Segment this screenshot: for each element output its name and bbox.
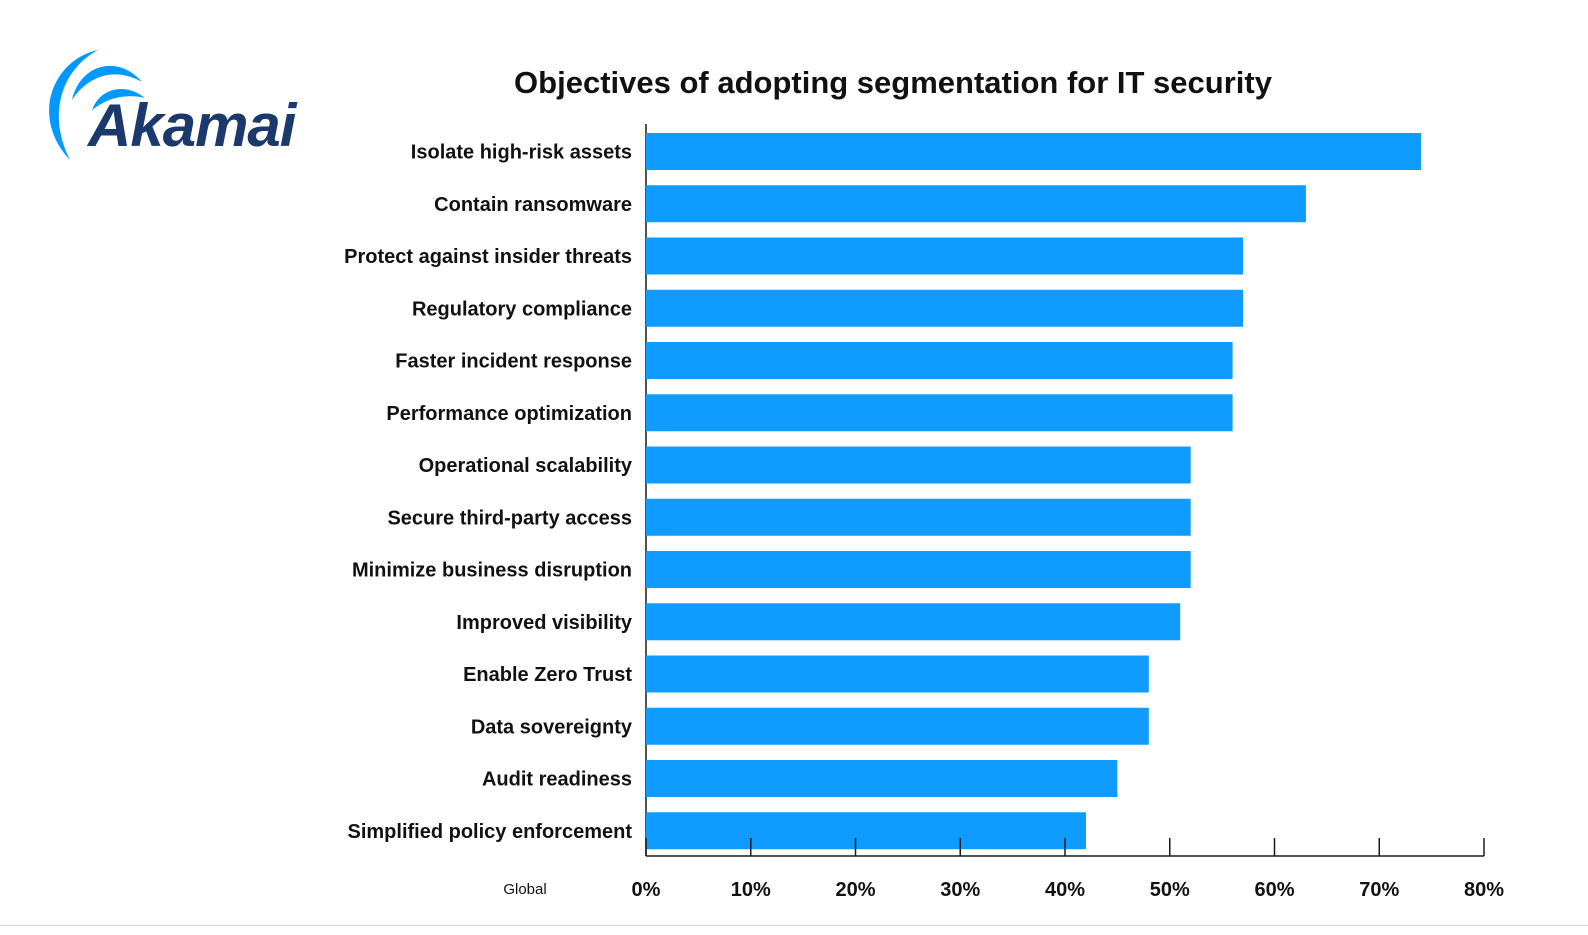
bars-layer	[646, 133, 1422, 850]
bar-isolate-high-risk-assets	[646, 133, 1422, 170]
x-tick-label-40: 40%	[1045, 879, 1085, 901]
akamai-logo: Akamai	[49, 50, 299, 160]
x-tick-label-60: 60%	[1254, 879, 1294, 901]
bar-minimize-business-disruption	[646, 551, 1191, 588]
category-label-minimize-business-disruption: Minimize business disruption	[352, 560, 632, 582]
x-tick-label-20: 20%	[835, 879, 875, 901]
bar-contain-ransomware	[646, 185, 1306, 223]
logo-swoosh-outer	[49, 50, 98, 160]
category-label-operational-scalability: Operational scalability	[419, 455, 633, 477]
x-tick-label-70: 70%	[1359, 879, 1399, 901]
category-label-isolate-high-risk-assets: Isolate high-risk assets	[411, 142, 632, 164]
x-tick-label-30: 30%	[940, 879, 980, 901]
bar-protect-against-insider-threats	[646, 237, 1244, 275]
logo-swoosh-middle	[72, 65, 142, 100]
bar-operational-scalability	[646, 446, 1191, 484]
bar-performance-optimization	[646, 394, 1233, 432]
category-label-improved-visibility: Improved visibility	[456, 612, 632, 634]
category-label-regulatory-compliance: Regulatory compliance	[412, 298, 632, 320]
logo-swoosh-inner	[92, 88, 145, 110]
bar-data-sovereignty	[646, 707, 1149, 745]
x-tick-label-10: 10%	[731, 879, 771, 901]
bar-audit-readiness	[646, 760, 1118, 797]
x-tick-label-80: 80%	[1464, 879, 1504, 901]
category-label-performance-optimization: Performance optimization	[386, 403, 632, 425]
logo-text: Akamai	[86, 92, 298, 159]
bar-enable-zero-trust	[646, 655, 1149, 693]
category-label-faster-incident-response: Faster incident response	[395, 351, 632, 373]
x-axis-ticks: 0% 10% 20% 30% 40% 50% 60% 70% 80%	[632, 838, 1504, 901]
chart-title: Objectives of adopting segmentation for …	[514, 65, 1273, 100]
bar-faster-incident-response	[646, 342, 1233, 379]
category-label-simplified-policy-enforcement: Simplified policy enforcement	[347, 821, 632, 843]
x-tick-label-0: 0%	[632, 879, 661, 901]
bar-simplified-policy-enforcement	[646, 812, 1086, 850]
category-label-protect-against-insider-threats: Protect against insider threats	[344, 246, 632, 268]
category-label-audit-readiness: Audit readiness	[482, 769, 632, 791]
category-label-data-sovereignty: Data sovereignty	[471, 716, 633, 738]
bottom-divider	[0, 925, 1588, 926]
category-label-enable-zero-trust: Enable Zero Trust	[463, 664, 632, 686]
series-label-global: Global	[503, 881, 546, 898]
bar-regulatory-compliance	[646, 289, 1244, 327]
category-label-secure-third-party-access: Secure third-party access	[387, 507, 632, 529]
category-labels: Isolate high-risk assets Contain ransomwa…	[344, 142, 633, 843]
bar-secure-third-party-access	[646, 498, 1191, 536]
bar-improved-visibility	[646, 603, 1181, 641]
x-tick-label-50: 50%	[1150, 879, 1190, 901]
category-label-contain-ransomware: Contain ransomware	[434, 194, 632, 216]
